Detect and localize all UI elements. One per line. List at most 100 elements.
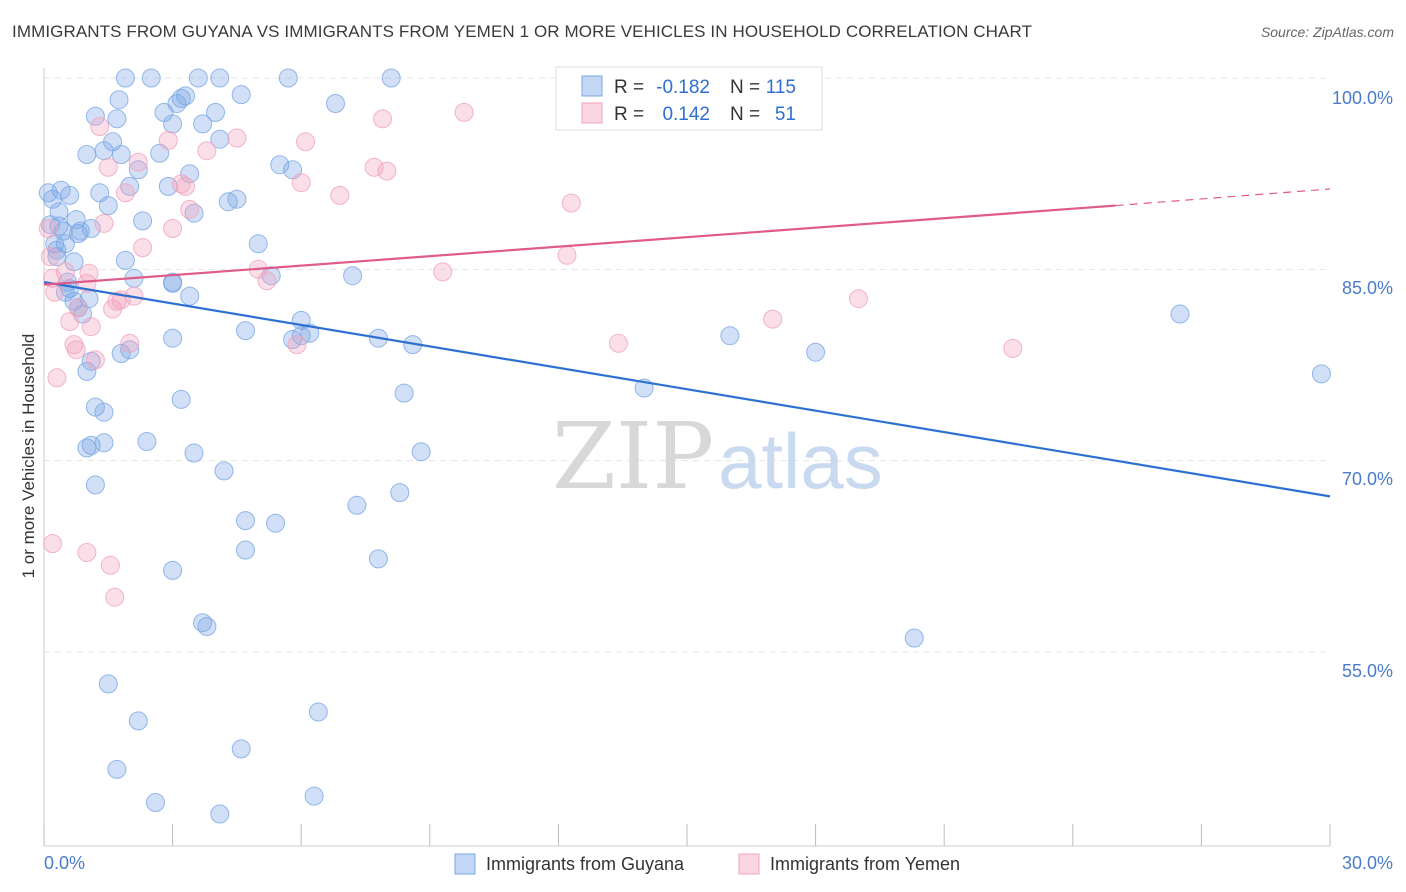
trend-line-yemen-extrapolated <box>1115 188 1331 207</box>
stats-legend-box <box>555 66 823 131</box>
bottom-legend-label-guyana: Immigrants from Guyana <box>486 854 685 874</box>
guyana-point <box>236 511 255 531</box>
guyana-point <box>210 804 230 824</box>
guyana-point <box>210 68 230 88</box>
guyana-point <box>236 540 255 560</box>
guyana-point <box>128 711 148 731</box>
guyana-point <box>411 442 431 462</box>
bottom-legend-swatch-yemen <box>738 853 760 875</box>
guyana-point <box>227 189 247 209</box>
legend-r-label-guyana: R = <box>614 77 644 98</box>
guyana-point <box>163 273 183 293</box>
guyana-point <box>146 793 165 812</box>
yemen-point <box>81 317 101 337</box>
guyana-point <box>326 94 345 113</box>
yemen-point <box>176 176 195 196</box>
yemen-point <box>60 312 80 332</box>
guyana-point <box>291 326 311 346</box>
guyana-point <box>343 266 363 286</box>
x-ticks <box>43 824 1331 846</box>
y-tick-label-100: 100.0% <box>1332 88 1393 108</box>
bottom-legend-swatch-guyana <box>454 853 476 875</box>
legend-n-value-yemen: 51 <box>775 104 796 125</box>
guyana-point <box>210 129 230 149</box>
guyana-point <box>70 221 90 241</box>
yemen-point <box>454 102 474 122</box>
guyana-point <box>81 435 101 455</box>
watermark: ZIP atlas <box>552 403 883 510</box>
guyana-point <box>120 340 140 360</box>
chart-title: IMMIGRANTS FROM GUYANA VS IMMIGRANTS FRO… <box>12 22 1033 41</box>
guyana-point <box>197 617 217 636</box>
yemen-point <box>100 555 120 575</box>
gridlines <box>44 77 1330 653</box>
yemen-point <box>115 183 135 203</box>
guyana-point <box>94 433 114 453</box>
guyana-point <box>77 145 97 164</box>
watermark-atlas: atlas <box>718 417 883 505</box>
yemen-point <box>561 193 581 213</box>
guyana-point <box>248 234 268 254</box>
yemen-point <box>330 185 350 205</box>
yemen-point <box>433 262 453 282</box>
yemen-point <box>64 335 84 355</box>
guyana-point <box>193 114 213 134</box>
guyana-point <box>266 513 285 533</box>
guyana-point <box>806 342 826 362</box>
yemen-point <box>291 173 311 193</box>
yemen-point <box>763 309 783 329</box>
x-tick-label-min: 0.0% <box>44 853 85 873</box>
stats-legend: R = -0.182 N = 115 R = 0.142 N = 51 <box>555 66 823 131</box>
guyana-point <box>278 68 298 88</box>
guyana-point <box>68 224 88 244</box>
guyana-point <box>368 549 388 569</box>
guyana-point <box>720 326 740 346</box>
legend-swatch-yemen <box>581 102 603 124</box>
guyana-point <box>206 102 225 122</box>
y-tick-label-70: 70.0% <box>1342 469 1393 489</box>
x-tick-label-max: 30.0% <box>1342 853 1393 873</box>
guyana-point <box>390 483 410 503</box>
legend-r-value-yemen: 0.142 <box>662 104 710 125</box>
yemen-point <box>557 245 577 265</box>
guyana-point <box>98 674 118 694</box>
yemen-point <box>40 247 60 267</box>
yemen-point <box>43 534 63 554</box>
yemen-point <box>608 333 628 353</box>
bottom-legend-label-yemen: Immigrants from Yemen <box>770 854 960 874</box>
guyana-point <box>115 68 135 88</box>
yemen-point <box>180 199 200 219</box>
yemen-point <box>158 131 178 150</box>
guyana-point <box>111 145 131 164</box>
guyana-point <box>171 389 191 409</box>
series-yemen-points <box>38 102 1023 607</box>
guyana-point <box>66 210 86 230</box>
guyana-point <box>128 160 148 180</box>
legend-r-label-yemen: R = <box>614 104 644 125</box>
yemen-point <box>227 128 247 148</box>
yemen-point <box>377 161 397 181</box>
yemen-point <box>55 262 75 282</box>
guyana-point <box>231 85 251 105</box>
watermark-zip: ZIP <box>552 403 714 510</box>
source-credit: Source: ZipAtlas.com <box>1260 24 1394 40</box>
guyana-point <box>137 432 157 451</box>
guyana-point <box>381 68 401 88</box>
yemen-point <box>296 132 315 152</box>
yemen-point <box>128 152 148 172</box>
yemen-point <box>66 340 86 360</box>
y-tick-label-55: 55.0% <box>1342 661 1393 681</box>
trend-line-yemen <box>43 204 1116 286</box>
guyana-point <box>394 383 414 403</box>
guyana-point <box>85 475 105 495</box>
guyana-point <box>115 250 135 270</box>
guyana-point <box>184 443 204 463</box>
guyana-point <box>176 86 195 106</box>
guyana-point <box>163 114 183 134</box>
guyana-point <box>1311 364 1331 384</box>
series-legend: Immigrants from Guyana Immigrants from Y… <box>454 853 960 875</box>
yemen-point <box>79 263 99 283</box>
guyana-point <box>347 495 367 515</box>
yemen-point <box>105 587 125 607</box>
guyana-point <box>1170 304 1190 324</box>
